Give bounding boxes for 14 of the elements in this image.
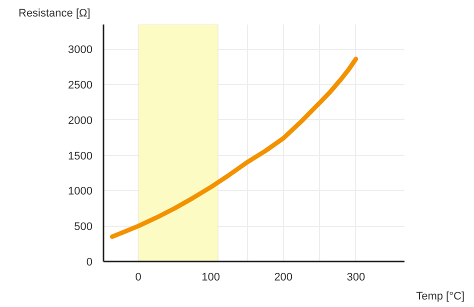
x-tick-label: 200 [274, 272, 293, 284]
x-tick-label: 100 [202, 272, 220, 284]
x-axis-title: Temp [°C] [416, 290, 465, 302]
y-tick-label: 1000 [68, 186, 93, 198]
y-tick-label: 3000 [68, 44, 93, 56]
y-tick-label: 1500 [68, 150, 93, 162]
line-series [110, 56, 358, 239]
y-axis-title: Resistance [Ω] [18, 8, 90, 20]
y-tick-label: 2500 [68, 79, 93, 92]
x-tick-label: 0 [135, 272, 142, 284]
y-tick-label: 500 [74, 221, 93, 234]
y-tick-label: 2000 [68, 114, 93, 127]
y-tick-label: 0 [86, 256, 93, 268]
x-tick-label: 300 [346, 272, 366, 284]
